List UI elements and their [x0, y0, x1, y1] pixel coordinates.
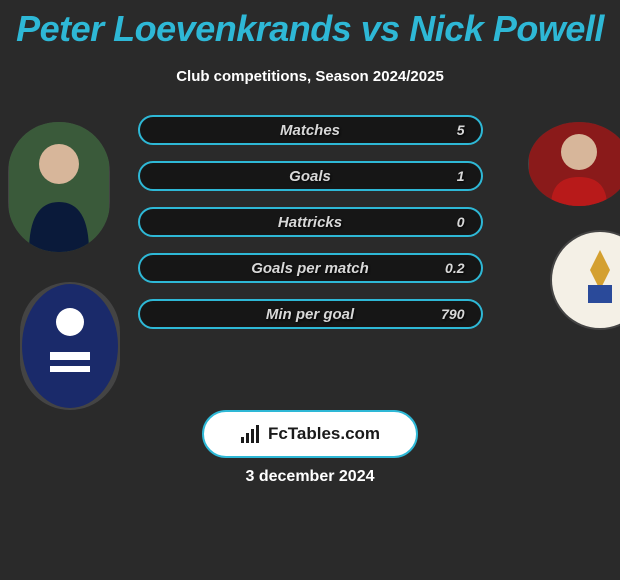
- brand-badge: FcTables.com: [202, 410, 418, 458]
- player2-photo: [528, 122, 620, 206]
- stat-label: Min per goal: [266, 306, 354, 323]
- brand-text: FcTables.com: [268, 424, 380, 444]
- stat-right-value: 0.2: [445, 260, 464, 276]
- stat-row-goals-per-match: Goals per match 0.2: [138, 253, 483, 283]
- stat-label: Goals: [289, 168, 331, 185]
- bars-icon: [240, 425, 262, 443]
- stat-label: Goals per match: [251, 260, 369, 277]
- stats-container: Matches 5 Goals 1 Hattricks 0 Goals per …: [138, 115, 483, 329]
- stat-right-value: 790: [441, 306, 464, 322]
- stat-row-hattricks: Hattricks 0: [138, 207, 483, 237]
- club2-badge: [550, 230, 620, 330]
- page-title: Peter Loevenkrands vs Nick Powell: [0, 0, 620, 50]
- stat-right-value: 0: [457, 214, 465, 230]
- stat-label: Matches: [280, 122, 340, 139]
- club1-badge: [20, 282, 120, 410]
- subtitle: Club competitions, Season 2024/2025: [0, 68, 620, 85]
- player1-photo: [8, 122, 110, 252]
- stat-row-min-per-goal: Min per goal 790: [138, 299, 483, 329]
- stat-right-value: 5: [457, 122, 465, 138]
- stat-right-value: 1: [457, 168, 465, 184]
- stat-row-goals: Goals 1: [138, 161, 483, 191]
- stat-row-matches: Matches 5: [138, 115, 483, 145]
- footer-date: 3 december 2024: [246, 468, 375, 486]
- stat-label: Hattricks: [278, 214, 342, 231]
